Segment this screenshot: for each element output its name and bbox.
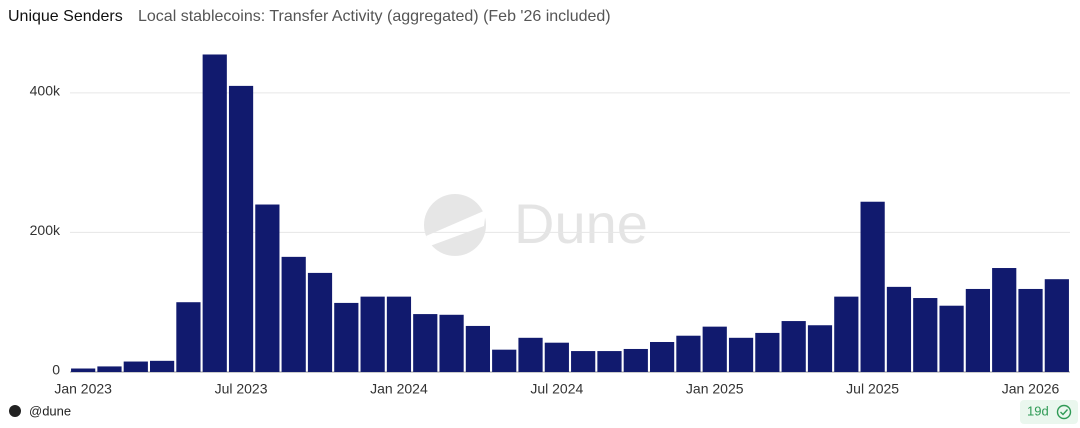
check-mark xyxy=(1060,409,1069,416)
bar xyxy=(439,314,464,372)
bar xyxy=(465,325,490,372)
bar xyxy=(518,337,543,372)
bar xyxy=(728,337,754,372)
bar xyxy=(307,272,333,372)
bar xyxy=(413,314,438,372)
bar xyxy=(650,341,675,372)
bar xyxy=(386,296,412,372)
bar xyxy=(860,201,885,372)
bar xyxy=(807,325,833,372)
x-tick-label: Jul 2025 xyxy=(846,381,899,397)
x-tick-label: Jan 2024 xyxy=(370,381,428,397)
watermark-logo xyxy=(424,194,486,256)
bar xyxy=(360,296,385,372)
source-logo xyxy=(9,405,21,417)
bar xyxy=(965,288,990,372)
bar xyxy=(834,296,859,372)
watermark: Dune xyxy=(514,192,648,255)
bar xyxy=(571,351,596,372)
bar xyxy=(1018,288,1043,372)
bar xyxy=(886,286,912,372)
bar xyxy=(781,321,806,372)
bar xyxy=(202,54,227,372)
x-tick-label: Jan 2025 xyxy=(686,381,744,397)
x-tick-label: Jan 2023 xyxy=(54,381,112,397)
y-tick-label: 0 xyxy=(52,362,60,378)
bar xyxy=(676,335,701,372)
chart-subtitle: Local stablecoins: Transfer Activity (ag… xyxy=(138,8,611,25)
x-tick-label: Jan 2026 xyxy=(1002,381,1060,397)
bar xyxy=(1044,279,1069,372)
bar xyxy=(97,366,122,372)
bar xyxy=(702,326,727,372)
source: @dune xyxy=(29,403,71,418)
bar xyxy=(939,305,964,372)
bar xyxy=(992,268,1017,372)
bar xyxy=(334,302,359,372)
bar xyxy=(281,256,306,372)
bar xyxy=(150,360,175,372)
chart-title: Unique Senders xyxy=(8,8,123,25)
bar xyxy=(544,342,569,372)
x-tick-label: Jul 2023 xyxy=(215,381,268,397)
y-tick-label: 400k xyxy=(30,83,61,99)
age: 19d xyxy=(1027,403,1049,418)
bar xyxy=(597,351,622,372)
bar xyxy=(255,204,280,372)
bar xyxy=(228,85,254,373)
check-icon xyxy=(1056,404,1072,420)
bar xyxy=(123,361,148,372)
bar xyxy=(623,348,648,372)
y-tick-label: 200k xyxy=(30,222,61,238)
bar xyxy=(71,368,96,372)
bar xyxy=(176,302,201,372)
bar xyxy=(913,298,938,372)
x-tick-label: Jul 2024 xyxy=(530,381,583,397)
bar xyxy=(492,349,517,372)
bar xyxy=(755,332,780,372)
